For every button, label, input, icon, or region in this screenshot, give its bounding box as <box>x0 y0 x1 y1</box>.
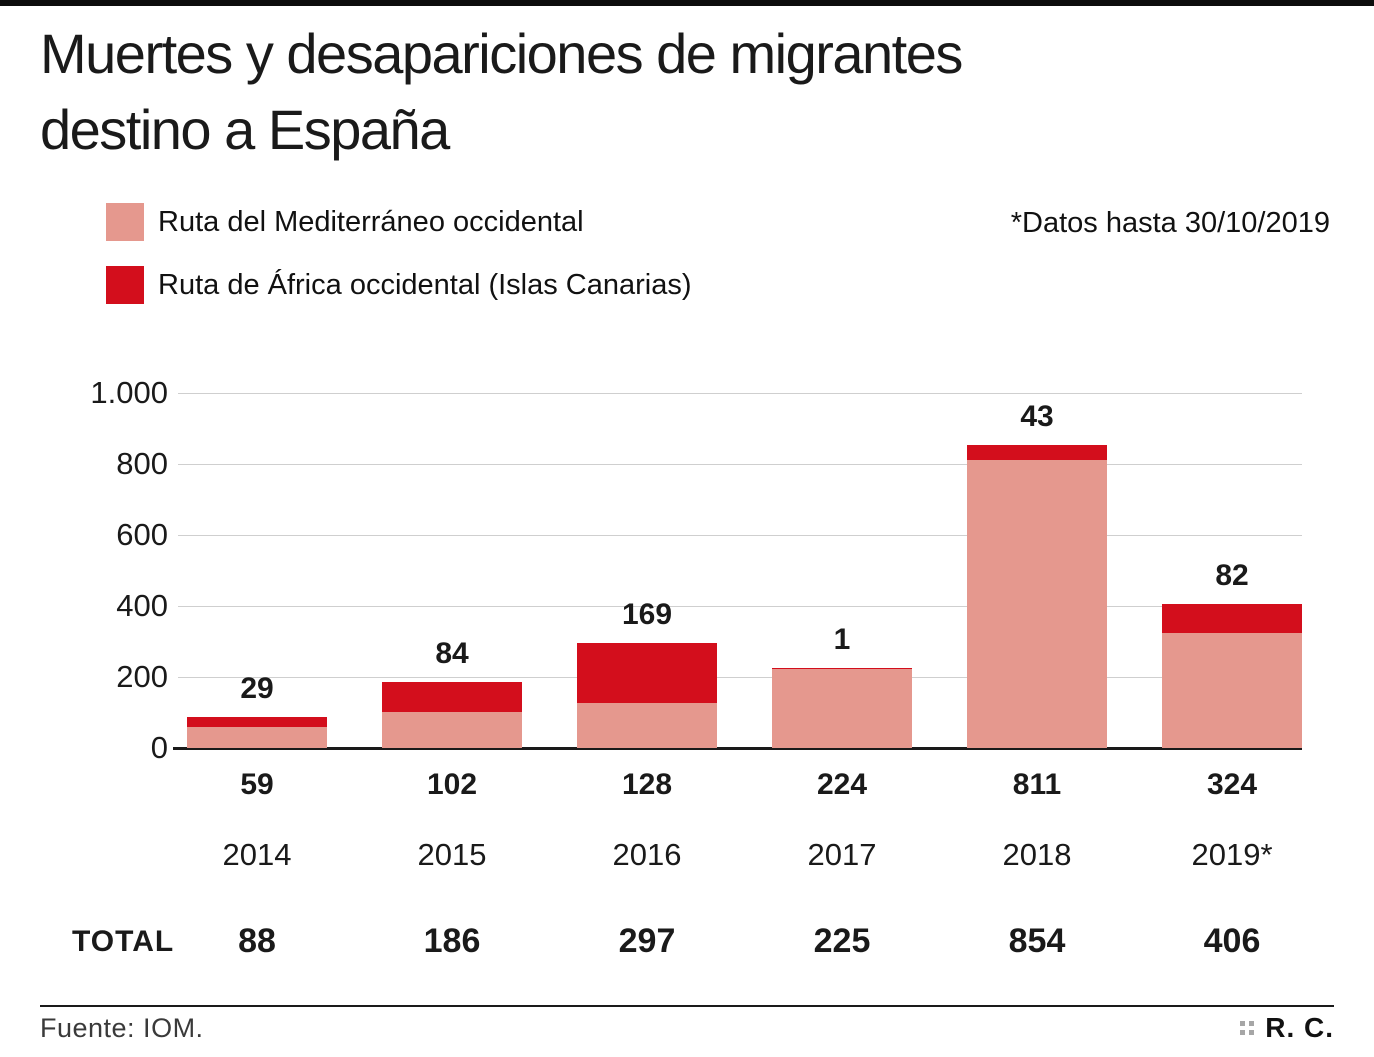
mediterraneo-value-label: 59 <box>240 768 274 801</box>
credit-logo: R. C. <box>1240 1012 1334 1044</box>
total-value: 406 <box>1203 922 1261 960</box>
year-label: 2015 <box>417 837 487 872</box>
bar-segment-africa <box>1162 603 1302 633</box>
y-axis-tick-label: 400 <box>116 588 168 623</box>
bar-segment-mediterraneo <box>187 727 327 748</box>
title-line-1: Muertes y desapariciones de migrantes <box>40 22 963 85</box>
bar-segment-mediterraneo <box>1162 632 1302 748</box>
bar-segment-mediterraneo <box>772 668 912 748</box>
y-axis-tick-label: 1.000 <box>90 375 168 410</box>
y-axis-tick-label: 600 <box>116 517 168 552</box>
mediterraneo-value-label: 811 <box>1012 768 1062 801</box>
mediterraneo-value-label: 128 <box>621 768 673 801</box>
mediterraneo-value-label: 102 <box>426 768 478 801</box>
legend: Ruta del Mediterráneo occidental Ruta de… <box>106 203 692 329</box>
legend-swatch-mediterraneo <box>106 203 144 241</box>
gridline-600 <box>178 534 1302 536</box>
africa-value-label: 29 <box>240 671 274 705</box>
data-note: *Datos hasta 30/10/2019 <box>1010 207 1330 239</box>
gridline-200 <box>178 676 1302 678</box>
africa-value-label: 82 <box>1215 558 1249 592</box>
legend-label-mediterraneo: Ruta del Mediterráneo occidental <box>158 205 584 238</box>
top-border <box>0 0 1374 6</box>
bar-segment-mediterraneo <box>382 711 522 748</box>
year-label: 2014 <box>222 837 292 872</box>
gridline-1000 <box>178 392 1302 394</box>
total-value: 297 <box>618 922 676 960</box>
year-label: 2017 <box>807 837 877 872</box>
bar-segment-africa <box>967 444 1107 461</box>
africa-value-label: 84 <box>435 636 469 670</box>
year-label: 2018 <box>1002 837 1072 872</box>
credit-text: R. C. <box>1265 1012 1334 1043</box>
footer-divider <box>40 1005 1334 1007</box>
year-label: 2016 <box>612 837 682 872</box>
dots-icon <box>1240 1021 1255 1035</box>
bar-segment-mediterraneo <box>967 460 1107 748</box>
mediterraneo-value-label: 224 <box>816 768 868 801</box>
year-label: 2019* <box>1191 837 1273 872</box>
stacked-bar-chart: 0 200 400 600 800 1.000 29 59 2014 88 84 102 2015 186… <box>90 375 1302 960</box>
africa-value-label: 1 <box>833 623 851 657</box>
africa-value-label: 169 <box>621 597 673 631</box>
legend-item-mediterraneo: Ruta del Mediterráneo occidental <box>106 203 692 241</box>
gridline-400 <box>178 605 1302 607</box>
africa-value-label: 43 <box>1020 399 1054 433</box>
mediterraneo-value-label: 324 <box>1206 768 1258 801</box>
total-value: 225 <box>813 922 871 960</box>
total-value: 186 <box>423 922 481 960</box>
title-line-2: destino a España <box>40 98 450 161</box>
total-value: 88 <box>238 922 276 960</box>
bar-segment-mediterraneo <box>577 702 717 748</box>
bar-segment-africa <box>187 716 327 728</box>
bar-segment-africa <box>382 681 522 712</box>
y-axis-tick-label: 0 <box>150 730 168 765</box>
legend-item-africa: Ruta de África occidental (Islas Canaria… <box>106 266 692 304</box>
bar-segment-africa <box>577 642 717 703</box>
total-row-label: TOTAL <box>72 925 175 958</box>
y-axis-tick-label: 800 <box>116 446 168 481</box>
total-value: 854 <box>1008 922 1066 960</box>
page-title: Muertes y desapariciones de migrantes de… <box>40 16 963 168</box>
source-text: Fuente: IOM. <box>40 1013 204 1043</box>
gridline-0 <box>173 747 1302 750</box>
legend-label-africa: Ruta de África occidental (Islas Canaria… <box>158 268 692 301</box>
gridline-800 <box>178 463 1302 465</box>
legend-swatch-africa <box>106 266 144 304</box>
y-axis-tick-label: 200 <box>116 659 168 694</box>
